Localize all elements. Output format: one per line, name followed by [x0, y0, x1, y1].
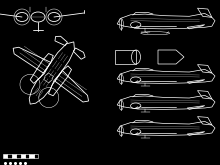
Bar	[12, 154, 16, 158]
Bar	[29, 154, 34, 158]
Bar	[25, 154, 29, 158]
Bar	[34, 154, 38, 158]
Bar	[7, 154, 12, 158]
Bar	[16, 154, 20, 158]
Bar	[3, 154, 7, 158]
Bar	[20, 154, 25, 158]
